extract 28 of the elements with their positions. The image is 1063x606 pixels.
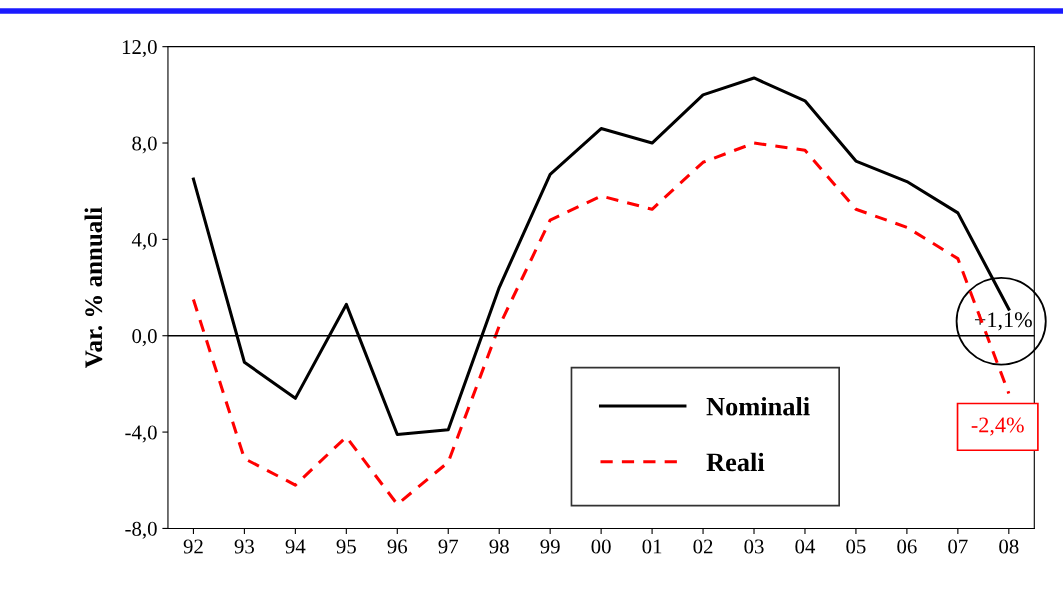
legend-label: Reali	[706, 452, 765, 472]
x-tick-label: 95	[336, 539, 356, 554]
y-tick-label: 0,0	[132, 329, 157, 347]
x-tick-label: 01	[642, 539, 662, 554]
x-tick-label: 05	[846, 539, 866, 554]
annotation: -2,4%	[971, 417, 1024, 436]
x-tick-label: 07	[948, 539, 968, 554]
x-tick-label: 94	[285, 539, 306, 554]
annotation: +1,1%	[974, 312, 1032, 331]
x-tick-label: 04	[795, 539, 816, 554]
x-tick-label: 99	[540, 539, 560, 554]
x-tick-label: 97	[438, 539, 459, 554]
x-tick-label: 03	[744, 539, 764, 554]
y-axis-title: Var. % annuali	[84, 207, 103, 368]
y-tick-label: 12,0	[122, 40, 157, 58]
x-tick-label: 93	[234, 539, 254, 554]
legend-label: Nominali	[706, 396, 810, 416]
y-tick-label: -4,0	[125, 425, 157, 443]
y-tick-label: 4,0	[131, 232, 157, 250]
x-tick-label: 00	[591, 539, 611, 554]
x-tick-label: 02	[693, 539, 713, 554]
x-tick-label: 06	[897, 539, 917, 554]
y-tick-label: -8,0	[125, 521, 157, 539]
y-tick-label: 8,0	[132, 136, 157, 154]
x-tick-label: 98	[489, 539, 509, 554]
x-tick-label: 92	[183, 539, 203, 554]
x-tick-label: 08	[999, 539, 1019, 554]
x-tick-label: 96	[387, 539, 408, 554]
